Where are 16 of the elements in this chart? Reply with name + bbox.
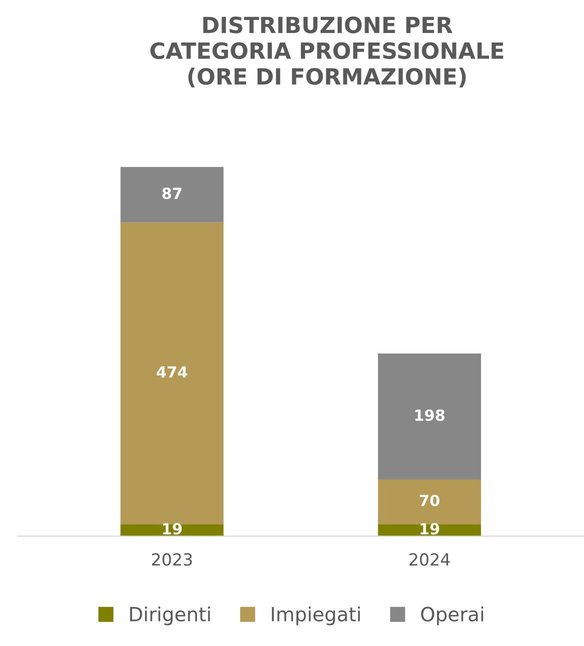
x-tick-label: 2024 [410, 553, 450, 566]
data-label: 19 [163, 523, 182, 535]
legend-label: Impiegati [272, 606, 360, 626]
bar [378, 354, 482, 480]
data-label: 474 [156, 366, 188, 378]
bar [378, 480, 482, 524]
legend-label: Dirigenti [130, 606, 210, 626]
data-label: 70 [420, 494, 440, 506]
data-label: 19 [420, 523, 440, 535]
bar [120, 167, 224, 222]
data-label: 198 [415, 409, 445, 421]
bar [120, 222, 224, 524]
x-tick-label: 2023 [152, 553, 192, 566]
data-label: 87 [162, 188, 182, 200]
legend-label: Operai [421, 606, 484, 626]
chart-title: DISTRIBUZIONE PER CATEGORIA PROFESSIONALE (ORE DI FORMAZIONE) [150, 16, 504, 88]
